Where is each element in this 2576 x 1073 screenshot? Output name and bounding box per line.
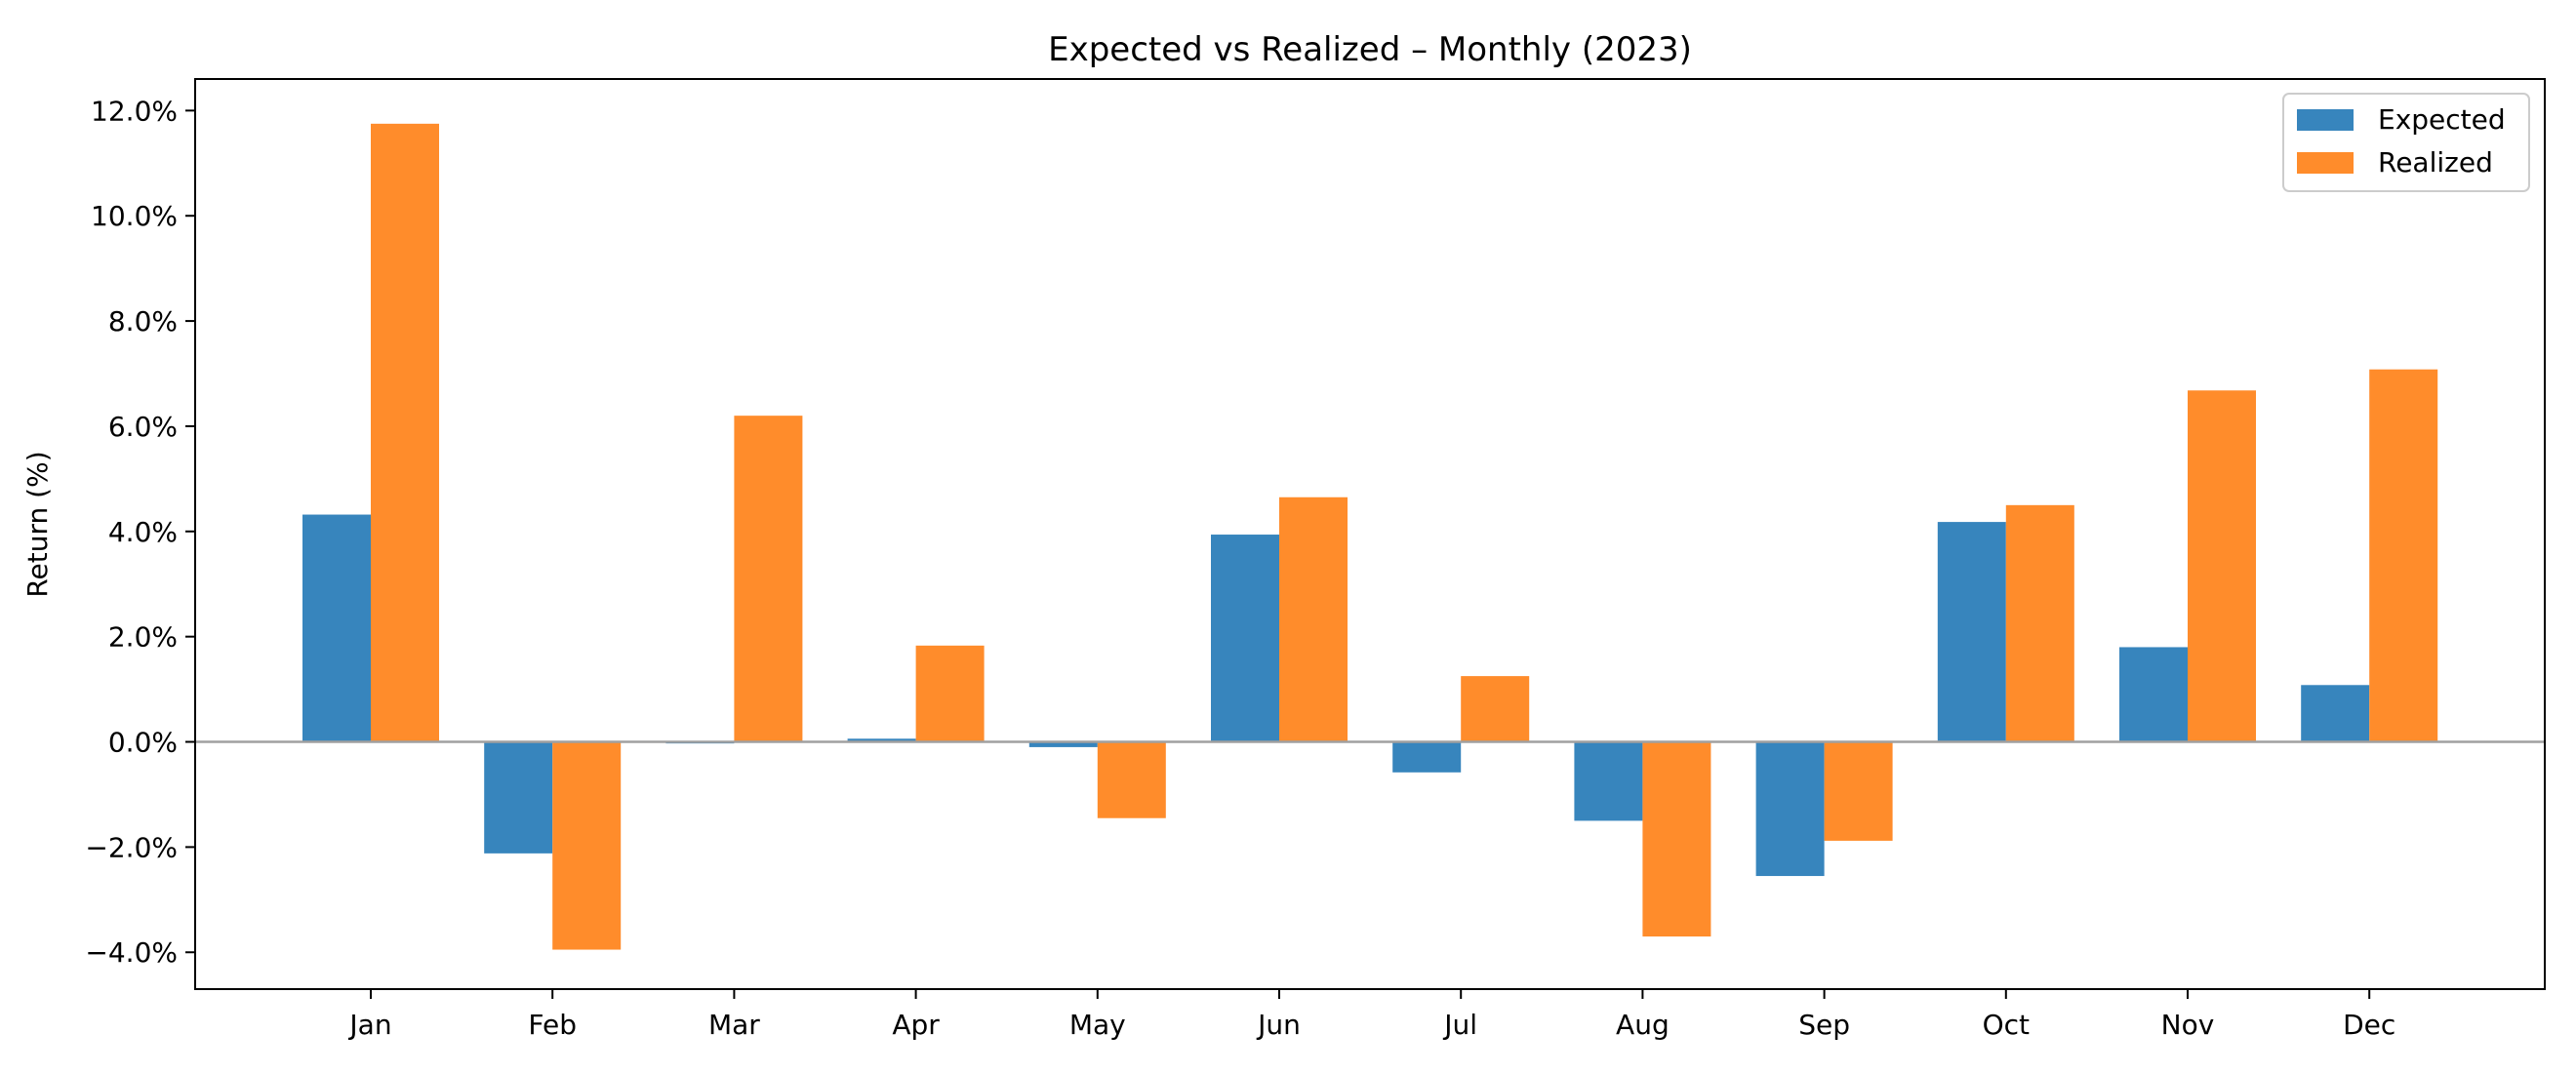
x-tick-label: Apr: [892, 1009, 940, 1041]
bar-expected-aug: [1574, 741, 1643, 821]
y-tick-label: 8.0%: [108, 305, 178, 338]
bar-realized-jan: [371, 123, 439, 742]
legend: Expected Realized: [2282, 93, 2530, 192]
legend-label-expected: Expected: [2378, 103, 2506, 136]
bar-realized-apr: [915, 645, 985, 742]
y-tick-label: 10.0%: [91, 200, 178, 232]
bar-realized-may: [1097, 741, 1166, 818]
bar-expected-feb: [484, 741, 553, 854]
bar-realized-dec: [2369, 369, 2438, 742]
bar-expected-jul: [1392, 741, 1462, 773]
x-tick-label: May: [1069, 1009, 1126, 1041]
bar-realized-nov: [2188, 390, 2256, 742]
x-tick-label: Jun: [1256, 1009, 1301, 1041]
x-tick-label: Nov: [2161, 1009, 2215, 1041]
bar-realized-jun: [1279, 497, 1348, 742]
bar-expected-sep: [1755, 741, 1825, 877]
chart-title: Expected vs Realized – Monthly (2023): [1048, 30, 1692, 69]
y-tick-label: 4.0%: [108, 516, 178, 548]
bar-expected-jun: [1211, 535, 1279, 742]
x-tick-label: Sep: [1798, 1009, 1850, 1041]
bar-expected-oct: [1937, 522, 2006, 742]
y-tick-label: 12.0%: [91, 95, 178, 127]
bar-realized-aug: [1642, 741, 1711, 937]
x-tick-label: Aug: [1616, 1009, 1670, 1041]
axes-layer: −4.0% −2.0% 0.0% 2.0% 4.0% 6.0% 8.0% 10.0% 12.0%…: [85, 78, 2546, 1041]
x-tick-label: Dec: [2343, 1009, 2395, 1041]
plot-frame: [194, 78, 2546, 990]
y-tick-label: −2.0%: [85, 831, 178, 863]
legend-swatch-expected: [2297, 109, 2354, 131]
x-tick-label: Oct: [1983, 1009, 2030, 1041]
bar-realized-feb: [552, 741, 622, 950]
bars-layer: [302, 123, 2438, 950]
y-tick-label: −4.0%: [85, 936, 178, 969]
x-tick-label: Feb: [528, 1009, 577, 1041]
legend-swatch-realized: [2297, 152, 2354, 174]
bar-realized-oct: [2005, 504, 2074, 742]
bar-realized-sep: [1824, 741, 1893, 841]
x-tick-label: Mar: [708, 1009, 760, 1041]
bar-expected-dec: [2301, 685, 2370, 742]
y-axis-label: Return (%): [21, 451, 54, 597]
bar-realized-jul: [1461, 676, 1530, 742]
bar-expected-jan: [302, 514, 371, 742]
bar-expected-apr: [847, 738, 916, 742]
x-tick-label: Jul: [1442, 1009, 1477, 1041]
bar-expected-may: [1028, 741, 1098, 747]
y-tick-label: 0.0%: [108, 727, 178, 759]
bar-realized-mar: [734, 416, 803, 742]
y-tick-label: 6.0%: [108, 411, 178, 443]
legend-label-realized: Realized: [2378, 146, 2493, 179]
x-tick-label: Jan: [347, 1009, 391, 1041]
bar-expected-nov: [2119, 647, 2188, 742]
y-tick-label: 2.0%: [108, 621, 178, 654]
